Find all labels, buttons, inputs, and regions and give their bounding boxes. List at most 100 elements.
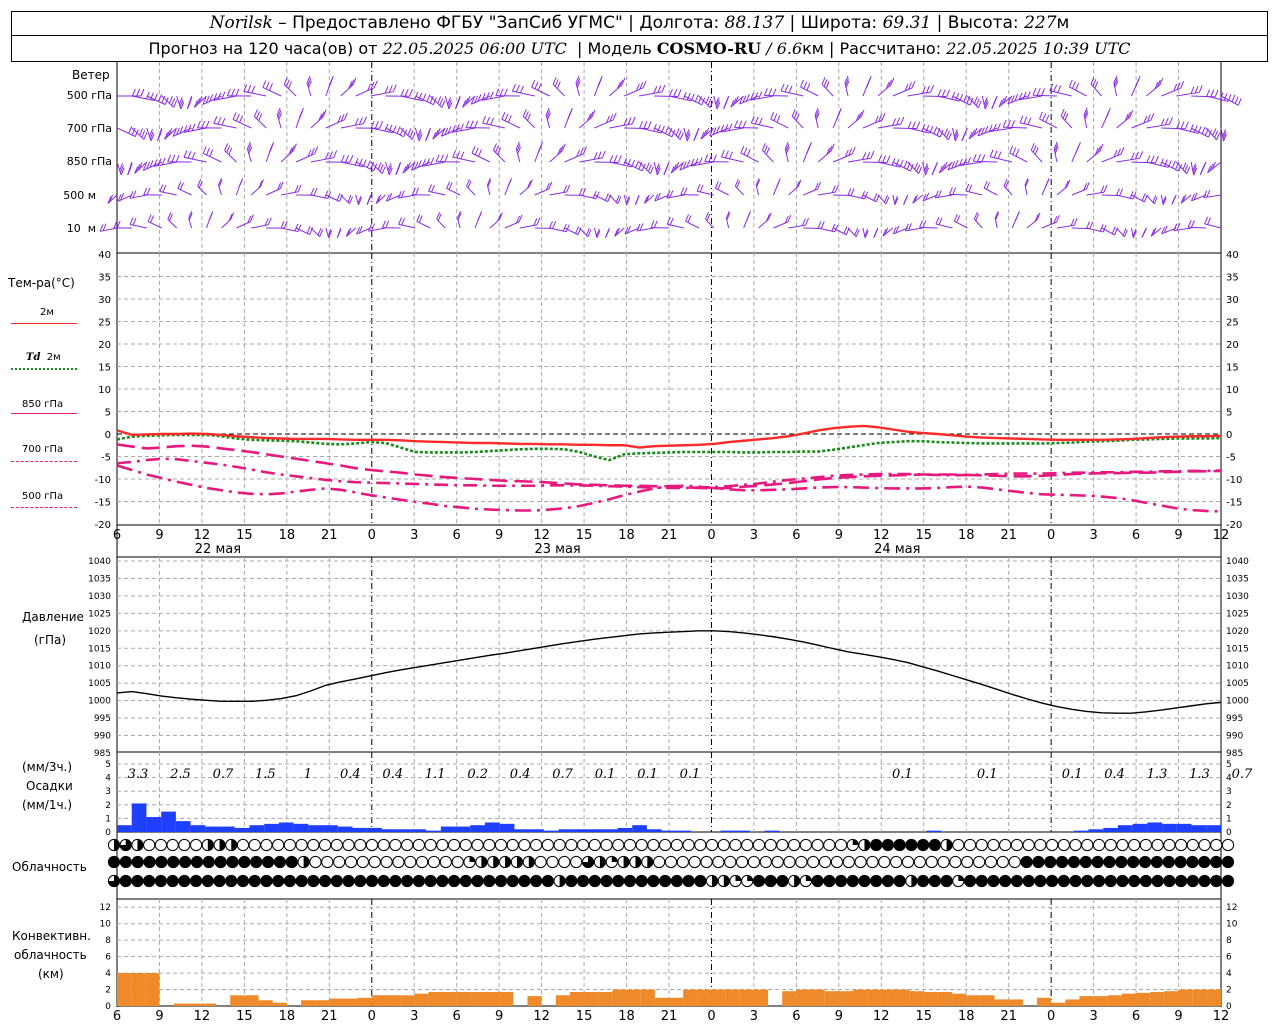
conv-bar xyxy=(1136,992,1151,1006)
cloud-symbol xyxy=(1057,838,1070,852)
wind-barb-flag xyxy=(367,195,372,204)
cloud-symbol xyxy=(973,855,986,869)
cloud-symbol xyxy=(1162,855,1175,869)
cloud-circle xyxy=(846,874,859,888)
conv-bar xyxy=(400,995,415,1006)
cloud-fill xyxy=(528,856,535,868)
precip-bar xyxy=(323,825,338,832)
precip-3h-total: 0.1 xyxy=(892,767,913,782)
conv-bar xyxy=(867,989,882,1006)
lat-value: 69.31 xyxy=(882,13,932,33)
cloud-symbol xyxy=(483,838,496,852)
wind-barb-flag xyxy=(534,81,539,90)
wind-barb xyxy=(435,154,461,163)
x-tick-label-bottom: 9 xyxy=(835,1009,843,1024)
wind-barb-flag xyxy=(167,154,172,163)
wind-barb-flag xyxy=(1186,166,1191,175)
wind-barb-flag xyxy=(954,131,959,139)
wind-barb xyxy=(725,210,731,229)
wind-barb-staff xyxy=(740,152,759,163)
wind-barb-flag xyxy=(400,88,405,97)
wind-barb-flag xyxy=(885,196,890,205)
wind-barb-flag xyxy=(1141,193,1146,201)
wind-barb xyxy=(934,190,953,199)
wind-barb xyxy=(961,127,968,142)
cloud-circle xyxy=(1186,874,1199,888)
wind-barb-flag xyxy=(946,89,951,97)
cloud-circle xyxy=(143,838,156,852)
wind-barb xyxy=(907,84,935,97)
wind-barb-flag xyxy=(614,229,619,237)
wind-barb-flag xyxy=(951,92,956,100)
wind-barb xyxy=(243,84,267,97)
conv-bar xyxy=(414,993,429,1006)
wind-barb-flag xyxy=(980,127,985,135)
wind-barb-staff xyxy=(683,127,688,142)
x-tick-label: 15 xyxy=(576,528,593,543)
wind-barb-flag xyxy=(891,158,896,166)
wind-barb-flag xyxy=(685,214,690,222)
wind-barb-flag xyxy=(742,95,747,103)
cloud-circle xyxy=(344,855,358,869)
conv-bar xyxy=(329,998,344,1006)
wind-barb xyxy=(436,212,446,229)
wind-barb-flag xyxy=(228,147,233,155)
cloud-circle xyxy=(694,874,707,888)
wind-barb xyxy=(253,109,267,129)
wind-barb-flag xyxy=(1176,82,1181,90)
cloud-symbol xyxy=(682,838,695,852)
cloud-symbol xyxy=(285,855,298,869)
wind-barb-flag xyxy=(587,229,592,237)
cloud-symbol xyxy=(736,855,749,869)
cloud-symbol xyxy=(635,874,648,888)
wind-barb-flag xyxy=(371,223,376,231)
wind-barb-flag xyxy=(1010,95,1015,103)
wind-barb-flag xyxy=(716,101,721,110)
wind-barb xyxy=(579,190,600,200)
wind-barb xyxy=(193,95,207,108)
wind-barb xyxy=(948,187,968,196)
wind-barb-flag xyxy=(379,164,384,172)
cloud-symbol xyxy=(729,874,742,888)
conv-bar xyxy=(669,997,684,1006)
cloud-fill xyxy=(712,875,718,887)
wind-barb-flag xyxy=(322,109,327,117)
wind-barb-flag xyxy=(206,147,210,156)
wind-barb-flag xyxy=(444,154,449,162)
wind-barb-flag xyxy=(387,163,392,171)
temp-tick-right: 5 xyxy=(1226,408,1232,419)
wind-barb-flag xyxy=(631,116,636,125)
wind-barb-flag xyxy=(1042,113,1047,121)
wind-barb-flag xyxy=(690,158,695,167)
wind-barb-flag xyxy=(635,83,640,91)
cloud-circle xyxy=(1221,874,1235,888)
wind-barb-flag xyxy=(366,160,371,168)
wind-barb-flag xyxy=(1003,178,1008,187)
wind-barb-flag xyxy=(422,159,426,167)
wind-barb-flag xyxy=(1142,228,1147,237)
wind-barb-flag xyxy=(1113,75,1118,84)
cloud-fill xyxy=(958,875,964,881)
cloud-circle xyxy=(436,838,449,852)
pressure-tick-left: 985 xyxy=(94,749,111,759)
cloud-circle xyxy=(905,838,918,852)
wind-barb xyxy=(107,194,118,204)
wind-barb-flag xyxy=(647,121,652,129)
wind-barb-flag xyxy=(109,194,114,203)
cloud-symbol xyxy=(917,874,930,888)
wind-barb-flag xyxy=(439,98,444,106)
wind-barb-flag xyxy=(935,216,940,225)
wind-barb-flag xyxy=(579,148,584,156)
cloud-symbol xyxy=(996,855,1009,869)
wind-barb-flag xyxy=(1194,85,1199,94)
wind-barb-flag xyxy=(834,184,839,193)
cloud-circle xyxy=(1046,838,1059,852)
wind-barb-flag xyxy=(971,129,975,138)
wind-barb-flag xyxy=(1222,129,1227,137)
wind-barb-staff xyxy=(653,127,673,138)
header-title-bar: Norilsk – Предоставлено ФГБУ "ЗапСиб УГМ… xyxy=(11,11,1268,36)
cloud-symbol xyxy=(1020,855,1033,869)
wind-barb-flag xyxy=(653,220,658,228)
wind-barb xyxy=(127,161,133,176)
x-tick-label-bottom: 6 xyxy=(1132,1009,1140,1024)
